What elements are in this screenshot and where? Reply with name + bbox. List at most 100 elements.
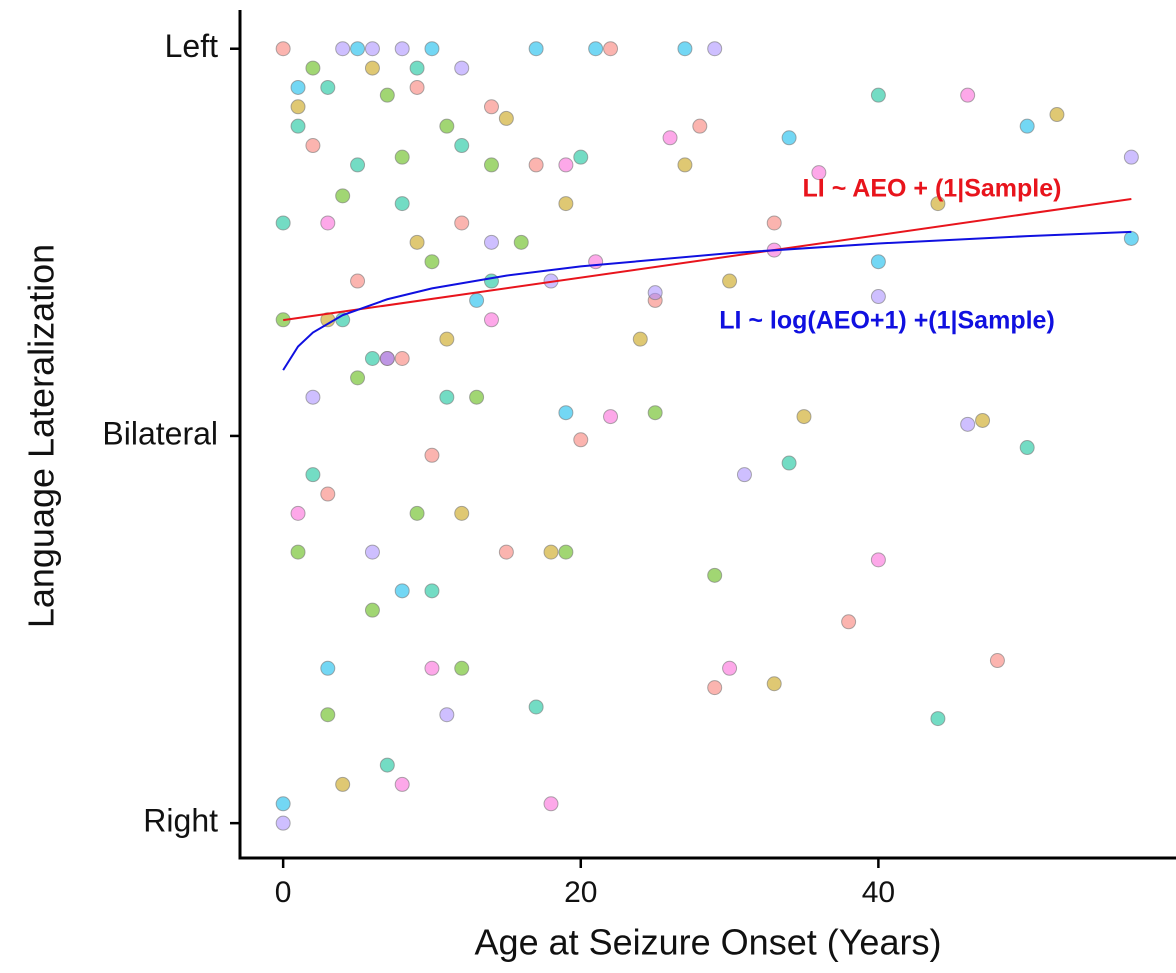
point (424, 447, 440, 463)
point (543, 796, 559, 812)
point (1019, 118, 1035, 134)
point (558, 196, 574, 212)
point (766, 676, 782, 692)
point (335, 776, 351, 792)
point (930, 711, 946, 727)
fit-label: LI ~ AEO + (1|Sample) (803, 175, 1062, 203)
point (960, 416, 976, 432)
point (275, 41, 291, 57)
point (350, 273, 366, 289)
point (424, 254, 440, 270)
point (603, 41, 619, 57)
point (796, 409, 812, 425)
point (454, 215, 470, 231)
point (454, 660, 470, 676)
point (469, 292, 485, 308)
point (588, 254, 604, 270)
point (454, 138, 470, 154)
point (290, 99, 306, 115)
point (305, 60, 321, 76)
point (350, 370, 366, 386)
point (1049, 107, 1065, 123)
point (781, 130, 797, 146)
point (870, 552, 886, 568)
fit-label: LI ~ log(AEO+1) +(1|Sample) (719, 307, 1055, 335)
point (736, 467, 752, 483)
point (498, 544, 514, 560)
x-axis-title: Age at Seizure Onset (Years) (475, 922, 942, 963)
point (394, 583, 410, 599)
point (722, 660, 738, 676)
point (707, 41, 723, 57)
point (573, 432, 589, 448)
x-tick-label: 40 (862, 876, 895, 909)
point (677, 157, 693, 173)
point (454, 505, 470, 521)
fit-line (283, 197, 1132, 322)
point (394, 41, 410, 57)
point (1019, 440, 1035, 456)
point (305, 467, 321, 483)
point (439, 389, 455, 405)
point (394, 350, 410, 366)
point (290, 79, 306, 95)
point (513, 234, 529, 250)
point (394, 196, 410, 212)
point (335, 188, 351, 204)
y-tick-label: Bilateral (102, 415, 218, 451)
point (528, 41, 544, 57)
point (379, 87, 395, 103)
point (647, 405, 663, 421)
point (335, 41, 351, 57)
point (498, 110, 514, 126)
point (483, 234, 499, 250)
point (1123, 149, 1139, 165)
point (528, 699, 544, 715)
point (424, 660, 440, 676)
point (454, 60, 470, 76)
point (870, 254, 886, 270)
point (290, 544, 306, 560)
point (439, 707, 455, 723)
point (975, 412, 991, 428)
point (409, 234, 425, 250)
point (573, 149, 589, 165)
point (305, 389, 321, 405)
point (364, 544, 380, 560)
point (677, 41, 693, 57)
point (781, 455, 797, 471)
point (364, 602, 380, 618)
point (558, 405, 574, 421)
point (766, 215, 782, 231)
y-tick-label: Left (165, 28, 218, 64)
fit-line (282, 230, 1132, 371)
point (528, 157, 544, 173)
point (350, 41, 366, 57)
point (811, 165, 827, 181)
point (870, 289, 886, 305)
point (320, 486, 336, 502)
point (558, 157, 574, 173)
point (543, 544, 559, 560)
point (558, 544, 574, 560)
point (424, 583, 440, 599)
point (275, 215, 291, 231)
point (350, 157, 366, 173)
point (275, 796, 291, 812)
point (989, 653, 1005, 669)
point (409, 505, 425, 521)
point (320, 215, 336, 231)
point (483, 312, 499, 328)
y-tick-label: Right (143, 803, 218, 839)
point (290, 505, 306, 521)
x-tick-label: 20 (564, 876, 597, 909)
point (930, 196, 946, 212)
point (483, 273, 499, 289)
point (722, 273, 738, 289)
point (483, 99, 499, 115)
point (483, 157, 499, 173)
point (647, 285, 663, 301)
point (632, 331, 648, 347)
